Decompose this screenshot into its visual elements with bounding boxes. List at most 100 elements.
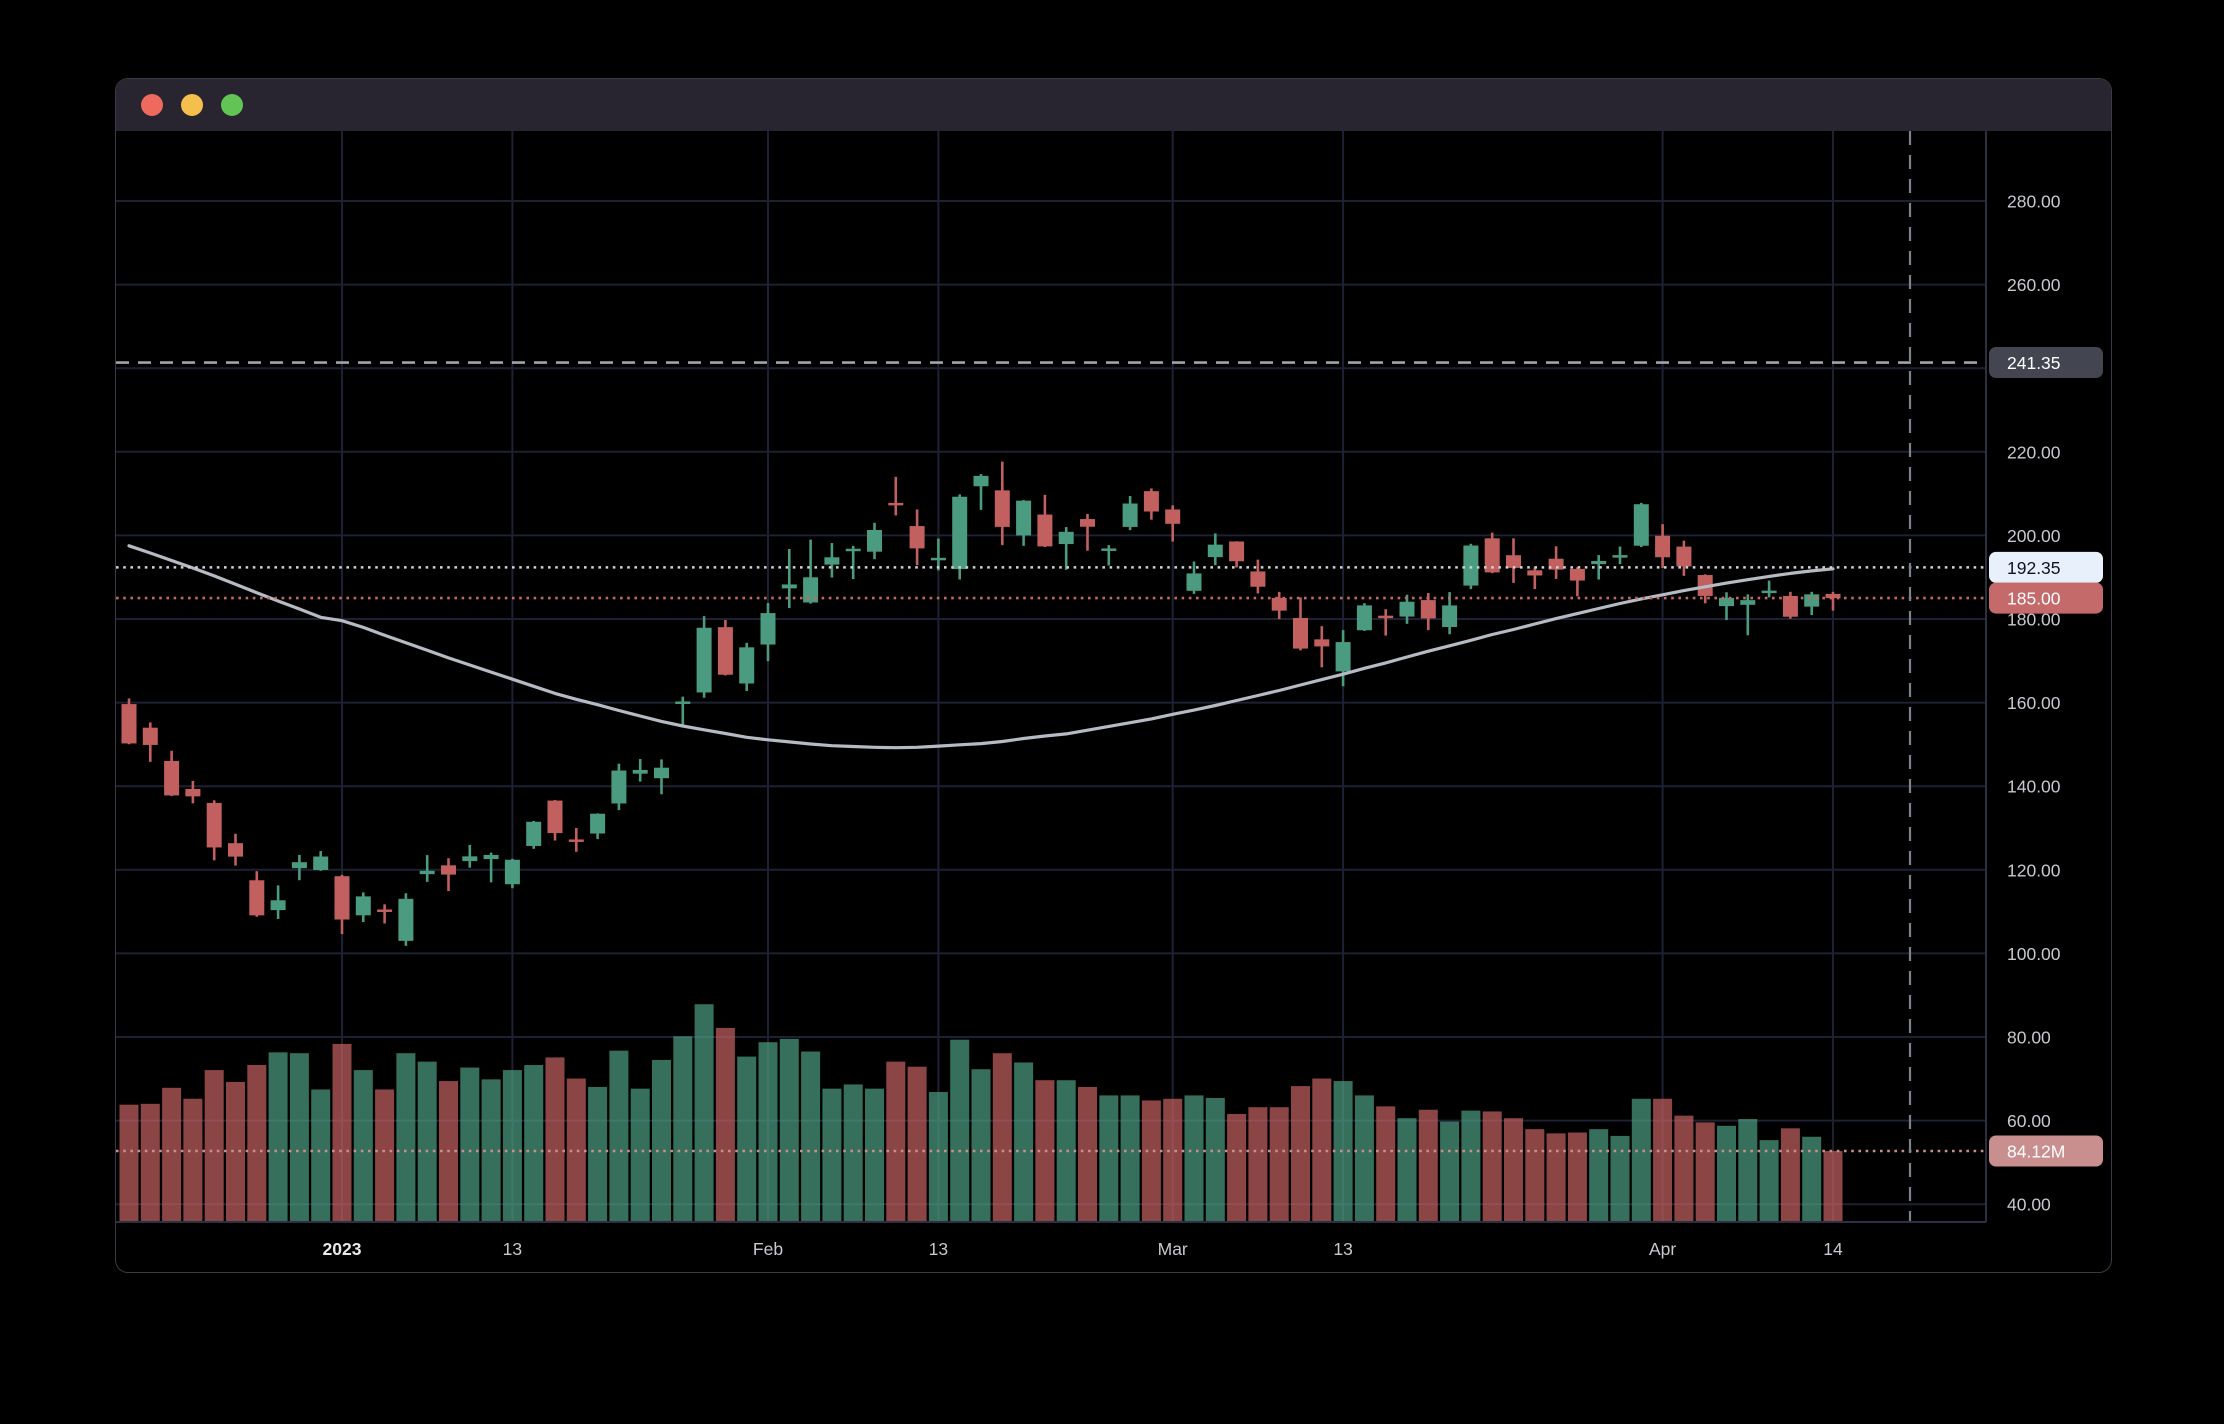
volume-bar — [1141, 1100, 1161, 1222]
volume-bar — [1802, 1136, 1822, 1222]
time-axis[interactable]: 2023 13 Feb 13 Mar 13 Apr 14 — [116, 1222, 1986, 1272]
volume-bar — [715, 1027, 735, 1222]
volume-bar — [1376, 1106, 1396, 1222]
volume-bar — [694, 1004, 714, 1222]
candle-body — [1399, 601, 1415, 617]
candle-body — [1378, 615, 1394, 619]
window-titlebar[interactable] — [116, 79, 2111, 131]
volume-bar — [1291, 1086, 1310, 1222]
time-axis-label: 13 — [1333, 1239, 1352, 1259]
candle-body — [1676, 546, 1692, 567]
candle-body — [504, 859, 520, 885]
candle-body — [1037, 514, 1053, 547]
volume-bar — [1546, 1133, 1566, 1222]
volume-bar — [630, 1088, 650, 1222]
candle-body — [888, 502, 904, 506]
volume-bar — [1120, 1095, 1140, 1222]
chart-area[interactable]: 280.00 260.00 220.00 200.00 180.00 160.00 140.… — [116, 131, 2111, 1272]
candle-body — [1782, 595, 1798, 617]
candle-body — [1633, 504, 1649, 546]
candle-body — [1719, 597, 1734, 607]
close-button[interactable] — [141, 94, 163, 116]
volume-bar — [673, 1036, 693, 1222]
volume-bar — [162, 1087, 182, 1222]
volume-bar — [950, 1039, 970, 1222]
candle-body — [590, 813, 606, 834]
candle-body — [1058, 531, 1074, 545]
price-axis-label: 140.00 — [2007, 777, 2061, 797]
volume-bar — [843, 1084, 863, 1222]
candle-body — [121, 704, 137, 744]
candle-body — [824, 557, 840, 565]
candle-body — [142, 727, 158, 745]
minimize-button[interactable] — [181, 94, 203, 116]
candle-body — [1655, 535, 1671, 558]
candle-body — [1186, 573, 1202, 591]
candle-body — [547, 800, 563, 834]
candle-body — [228, 843, 243, 857]
volume-bar — [396, 1053, 416, 1222]
candle-body — [1293, 617, 1308, 649]
candle-body — [632, 769, 648, 774]
volume-bar — [652, 1059, 671, 1222]
candle-body — [1506, 555, 1521, 568]
volume-bar — [1333, 1081, 1353, 1222]
candle-body — [270, 900, 286, 911]
volume-bar — [1461, 1110, 1481, 1222]
candle-body — [1229, 541, 1245, 562]
volume-bar — [1184, 1095, 1204, 1222]
volume-bar — [1205, 1097, 1225, 1222]
volume-bar — [1482, 1111, 1502, 1222]
candle-body — [1612, 555, 1628, 558]
candle-body — [206, 802, 222, 848]
volume-bar — [992, 1053, 1012, 1222]
candle-body — [1080, 519, 1095, 527]
chart-canvas[interactable]: 280.00 260.00 220.00 200.00 180.00 160.00 140.… — [116, 131, 2111, 1272]
candle-body — [973, 475, 989, 487]
volume-bar — [353, 1070, 373, 1222]
candle-body — [930, 557, 946, 561]
candle-body — [1804, 594, 1820, 607]
candle-body — [717, 627, 733, 675]
volume-bar — [183, 1098, 203, 1222]
candle-body — [1250, 571, 1266, 587]
volume-bar — [1653, 1098, 1673, 1222]
volume-bar — [588, 1086, 608, 1222]
zoom-button[interactable] — [221, 94, 243, 116]
volume-bar — [907, 1066, 927, 1222]
volume-bar — [524, 1065, 544, 1222]
price-axis-label: 280.00 — [2007, 192, 2061, 212]
volume-bar — [1014, 1062, 1034, 1222]
volume-bar — [928, 1092, 948, 1222]
candle-body — [291, 862, 307, 869]
volume-bar — [502, 1070, 522, 1222]
volume-bar — [737, 1056, 757, 1222]
price-axis-label: 60.00 — [2007, 1111, 2051, 1131]
svg-text:241.35: 241.35 — [2007, 353, 2061, 373]
candle-body — [1825, 593, 1841, 599]
price-axis[interactable]: 280.00 260.00 220.00 200.00 180.00 160.00 140.… — [1986, 131, 2111, 1222]
svg-text:185.00: 185.00 — [2007, 589, 2061, 609]
candles — [121, 461, 1841, 946]
candle-body — [164, 760, 180, 796]
volume-bar — [1780, 1128, 1800, 1222]
price-axis-label: 100.00 — [2007, 944, 2061, 964]
volume-bar — [1099, 1095, 1119, 1222]
time-axis-label: 13 — [929, 1239, 948, 1259]
candle-body — [994, 490, 1010, 527]
candle-body — [952, 496, 968, 570]
price-axis-label: 40.00 — [2007, 1195, 2051, 1215]
candle-body — [419, 870, 435, 875]
candle-body — [334, 876, 350, 920]
price-axis-label: 200.00 — [2007, 526, 2061, 546]
candle-body — [654, 767, 669, 779]
price-axis-badge: 241.35 — [1989, 347, 2103, 379]
volume-bar — [460, 1067, 480, 1222]
price-axis-badge: 185.00 — [1989, 582, 2103, 614]
candle-body — [1101, 548, 1117, 551]
volume-bar — [1504, 1118, 1523, 1222]
candle-body — [568, 839, 584, 842]
candle-body — [1122, 503, 1138, 527]
time-axis-label: 14 — [1823, 1239, 1843, 1259]
volume-bar — [268, 1052, 288, 1222]
